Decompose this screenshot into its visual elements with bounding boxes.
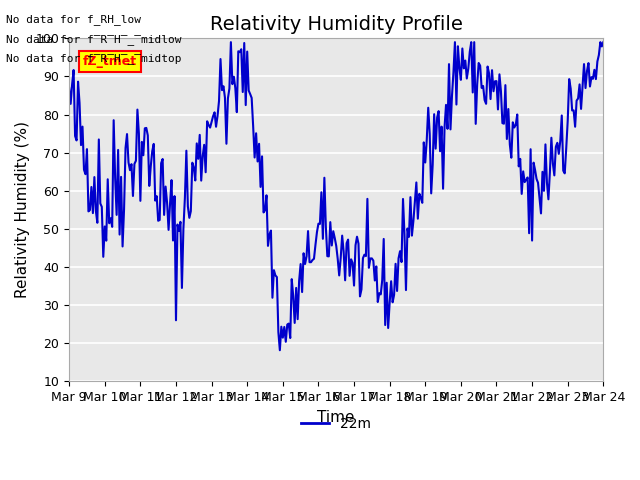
Legend: 22m: 22m bbox=[296, 411, 377, 436]
Y-axis label: Relativity Humidity (%): Relativity Humidity (%) bbox=[15, 121, 30, 299]
Text: No data for f̅R̅H̅_̅midtop: No data for f̅R̅H̅_̅midtop bbox=[6, 53, 182, 64]
X-axis label: Time: Time bbox=[317, 410, 355, 425]
Text: No data for f̅R̅H̅_̅midlow: No data for f̅R̅H̅_̅midlow bbox=[6, 34, 182, 45]
Text: No data for f_RH_low: No data for f_RH_low bbox=[6, 14, 141, 25]
Title: Relativity Humidity Profile: Relativity Humidity Profile bbox=[210, 15, 463, 34]
Text: fZ_tmet: fZ_tmet bbox=[83, 55, 138, 68]
